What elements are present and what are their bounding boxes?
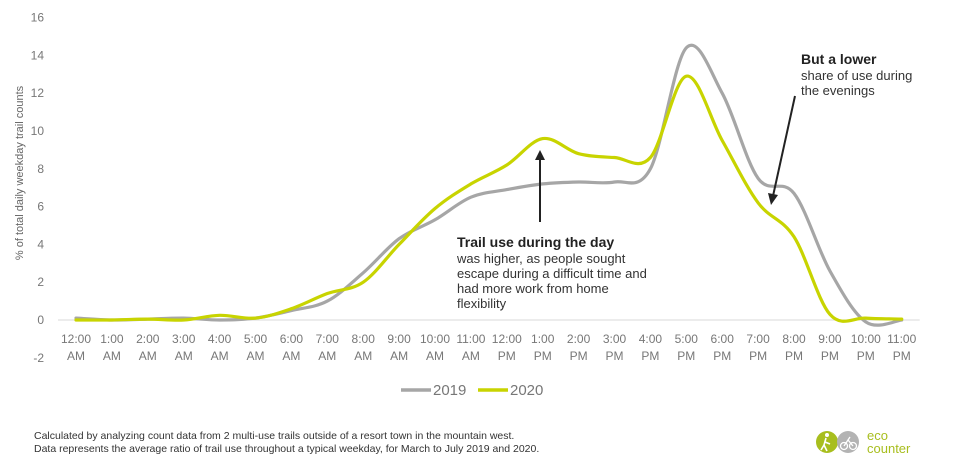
x-tick-label-period: PM — [713, 349, 731, 363]
legend: 2019 2020 — [401, 382, 543, 399]
x-tick-label: 7:00 — [746, 332, 770, 346]
eco-counter-logo: eco counter — [815, 426, 935, 460]
x-tick-label: 4:00 — [639, 332, 663, 346]
x-tick-label: 11:00 — [456, 332, 485, 346]
annotation-evening-title: But a lower — [801, 51, 877, 67]
x-tick-label: 5:00 — [675, 332, 699, 346]
footnote-line-1: Calculated by analyzing count data from … — [34, 430, 515, 442]
series-line-2020 — [74, 74, 904, 323]
annotation-day-line-2: escape during a difficult time and — [457, 266, 647, 281]
y-tick-label: -2 — [33, 351, 44, 365]
series-line-2019 — [74, 43, 904, 327]
x-tick-label-period: AM — [211, 349, 229, 363]
hiker-and-cyclist-icon — [816, 431, 859, 453]
x-tick-label-period: PM — [534, 349, 552, 363]
y-axis-label: % of total daily weekday trail counts — [14, 85, 26, 260]
x-tick-label: 11:00 — [887, 332, 916, 346]
legend-label-2019: 2019 — [433, 382, 466, 399]
x-tick-label-period: PM — [893, 349, 911, 363]
x-tick-label-period: PM — [570, 349, 588, 363]
x-tick-label: 6:00 — [280, 332, 304, 346]
x-tick-label: 8:00 — [352, 332, 376, 346]
x-tick-label-period: PM — [821, 349, 839, 363]
x-tick-label: 10:00 — [420, 332, 450, 346]
y-tick-label: 0 — [37, 313, 44, 327]
y-axis: -2 0 2 4 6 8 10 12 14 16 — [31, 11, 45, 365]
x-tick-label-period: PM — [785, 349, 803, 363]
x-tick-label: 3:00 — [172, 332, 196, 346]
y-tick-label: 10 — [31, 124, 45, 138]
y-tick-label: 12 — [31, 86, 45, 100]
trail-use-chart: -2 0 2 4 6 8 10 12 14 16 12:00 AM 1:00 AM 2:00 AM 3:00 A… — [14, 11, 920, 399]
x-tick-label-period: AM — [354, 349, 372, 363]
x-tick-label: 8:00 — [782, 332, 806, 346]
x-tick-label-period: PM — [677, 349, 695, 363]
annotation-day-line-1: was higher, as people sought — [456, 251, 626, 266]
footnote-line-2: Data represents the average ratio of tra… — [34, 443, 540, 455]
x-tick-label: 3:00 — [603, 332, 627, 346]
annotation-day-title: Trail use during the day — [457, 234, 614, 250]
x-tick-label-period: PM — [606, 349, 624, 363]
x-tick-label-period: AM — [67, 349, 85, 363]
annotation-evening: But a lower share of use during the even… — [768, 51, 912, 205]
x-tick-label: 1:00 — [531, 332, 555, 346]
x-tick-label: 1:00 — [100, 332, 124, 346]
y-tick-label: 2 — [37, 275, 44, 289]
x-tick-label-period: PM — [641, 349, 659, 363]
y-tick-label: 4 — [37, 237, 44, 251]
x-tick-label-period: AM — [247, 349, 265, 363]
x-tick-label-period: AM — [282, 349, 300, 363]
annotation-day-line-3: had more work from home — [457, 281, 609, 296]
x-tick-label-period: PM — [498, 349, 516, 363]
x-tick-label-period: PM — [749, 349, 767, 363]
x-tick-label: 2:00 — [136, 332, 160, 346]
annotation-day: Trail use during the day was higher, as … — [456, 150, 647, 311]
x-tick-label-period: AM — [175, 349, 193, 363]
annotation-day-line-4: flexibility — [457, 296, 507, 311]
x-tick-label: 7:00 — [316, 332, 340, 346]
legend-label-2020: 2020 — [510, 382, 543, 399]
x-tick-label-period: AM — [462, 349, 480, 363]
x-tick-label-period: AM — [103, 349, 121, 363]
y-tick-label: 16 — [31, 11, 45, 25]
y-tick-label: 14 — [31, 48, 45, 62]
x-tick-label: 12:00 — [61, 332, 91, 346]
x-tick-label-period: AM — [318, 349, 336, 363]
series-layer — [74, 43, 904, 327]
y-tick-label: 8 — [37, 162, 44, 176]
x-tick-label-period: AM — [426, 349, 444, 363]
x-tick-label: 2:00 — [567, 332, 591, 346]
x-tick-label-period: PM — [857, 349, 875, 363]
y-tick-label: 6 — [37, 200, 44, 214]
x-tick-label: 12:00 — [492, 332, 522, 346]
x-tick-label: 9:00 — [818, 332, 842, 346]
x-tick-label-period: AM — [390, 349, 408, 363]
x-tick-label: 5:00 — [244, 332, 268, 346]
x-tick-label: 9:00 — [387, 332, 411, 346]
x-tick-label-period: AM — [139, 349, 157, 363]
logo-text-counter: counter — [867, 441, 911, 456]
x-tick-label: 6:00 — [711, 332, 735, 346]
x-tick-label: 4:00 — [208, 332, 232, 346]
logo-text-eco: eco — [867, 428, 888, 443]
annotation-evening-line-1: share of use during — [801, 68, 912, 83]
x-axis: 12:00 AM 1:00 AM 2:00 AM 3:00 AM 4:00 AM 5:00 AM 6:0… — [61, 332, 917, 363]
x-tick-label: 10:00 — [851, 332, 881, 346]
annotation-evening-line-2: the evenings — [801, 83, 875, 98]
